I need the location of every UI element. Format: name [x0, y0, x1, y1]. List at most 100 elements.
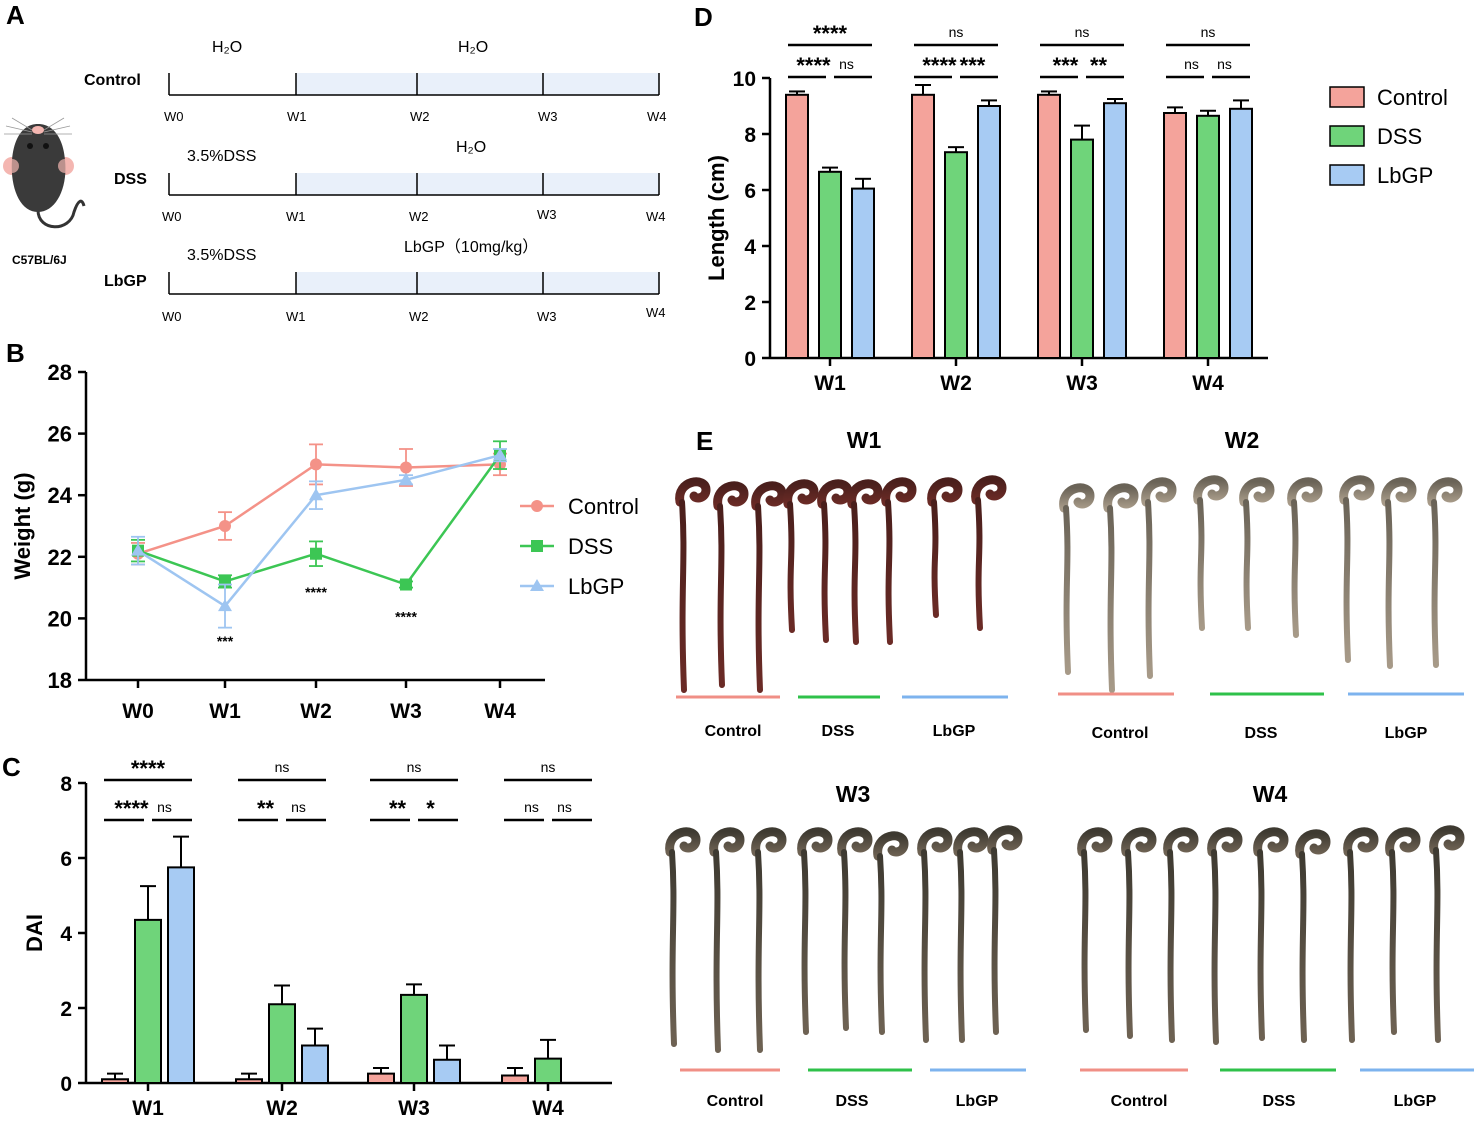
colon-specimen [847, 479, 883, 509]
panel-letter-b: B [6, 338, 25, 368]
photo-week-title: W1 [847, 427, 882, 453]
legend-swatch [1329, 86, 1365, 108]
colon-specimen [817, 479, 853, 509]
colon-specimen [1385, 827, 1421, 857]
bracket-pair-label: **** [796, 53, 831, 78]
y-tick-label: 20 [48, 606, 72, 631]
bar-dss [1196, 114, 1220, 359]
colon-specimen [877, 853, 885, 1035]
bracket-pair-label: ** [389, 796, 407, 821]
bracket-pair-label: ns [291, 799, 306, 815]
group-label: DSS [822, 723, 855, 740]
week-label: W1 [286, 209, 306, 224]
colon-specimen [1343, 827, 1379, 857]
colon-specimen [881, 477, 917, 507]
legend-label: DSS [568, 534, 613, 559]
legend-marker [530, 579, 544, 591]
phase-2-text: LbGP（10mg/kg） [404, 238, 538, 256]
panel-letter-e: E [696, 426, 713, 456]
legend-label: Control [568, 494, 639, 519]
week-label: W3 [537, 207, 557, 222]
bar-lbgp [301, 1044, 329, 1084]
week-label: W4 [646, 305, 666, 320]
colon-specimen [1063, 505, 1071, 675]
y-tick-label: 6 [60, 848, 72, 871]
colon-specimen [841, 849, 849, 1031]
colon-photo-w3: W3 Control DSS LbGP [665, 781, 1026, 1110]
x-tick-label: W2 [266, 1097, 298, 1120]
row-label: DSS [114, 171, 147, 188]
bracket-pair-label: ns [157, 799, 172, 815]
bar-lbgp [167, 866, 195, 1084]
panel-e-colon-photos: W1 Control DSS LbGP W2 Control DSS LbGP W3 Contro… [665, 427, 1474, 1110]
x-tick-label: W3 [398, 1097, 430, 1120]
data-point [218, 599, 232, 612]
group-label: DSS [836, 1093, 869, 1110]
bar-lbgp [851, 187, 875, 359]
treatment-shade [296, 73, 659, 95]
significance-label: *** [217, 633, 234, 649]
x-tick-label: W1 [209, 700, 241, 723]
row-label: LbGP [104, 273, 147, 290]
bar-control [785, 93, 809, 360]
colon-specimen [1197, 497, 1205, 631]
bar-control [911, 93, 935, 360]
y-tick-label: 0 [60, 1073, 72, 1096]
colon-photo-w4: W4 Control DSS LbGP [1077, 781, 1474, 1110]
y-axis-title: Weight (g) [10, 472, 35, 579]
colon-specimen [1287, 477, 1323, 507]
group-label: Control [1111, 1093, 1168, 1110]
colon-specimen [1427, 477, 1463, 507]
bracket-top-label: ns [541, 759, 556, 775]
colon-specimen [801, 849, 809, 1035]
data-point [400, 578, 412, 591]
bracket-top-label: ns [275, 759, 290, 775]
bar-dss [944, 151, 968, 359]
group-label: LbGP [956, 1093, 999, 1110]
photo-week-title: W3 [836, 781, 871, 807]
y-tick-label: 8 [744, 124, 756, 147]
phase-2-text: H₂O [458, 39, 488, 56]
mouse-icon [3, 117, 86, 229]
mouse-strain-label: C57BL/6J [12, 253, 67, 267]
y-tick-label: 24 [48, 483, 73, 508]
x-tick-label: W4 [532, 1097, 564, 1120]
week-label: W0 [162, 309, 182, 324]
week-label: W2 [409, 309, 429, 324]
significance-label: **** [395, 608, 417, 624]
legend-label: LbGP [1377, 163, 1433, 188]
colon-specimen [797, 827, 833, 857]
data-point [310, 458, 322, 471]
y-tick-label: 2 [60, 998, 72, 1021]
x-tick-label: W1 [814, 372, 846, 395]
legend-label: LbGP [568, 574, 624, 599]
y-tick-label: 10 [733, 68, 756, 91]
y-axis-title: Length (cm) [704, 155, 729, 281]
colon-specimen [1211, 849, 1219, 1045]
phase-1-text: H₂O [212, 39, 242, 56]
bracket-pair-label: ns [1184, 56, 1199, 72]
colon-specimen [1107, 505, 1115, 693]
colon-specimen [1299, 851, 1307, 1043]
colon-specimen [953, 827, 989, 857]
data-point [400, 461, 412, 474]
group-label: LbGP [1385, 725, 1428, 742]
bracket-pair-label: ** [257, 796, 275, 821]
bracket-top-label: ns [1075, 24, 1090, 40]
phase-1-text: 3.5%DSS [187, 148, 256, 165]
bracket-top-label: ns [1201, 24, 1216, 40]
colon-specimen [1167, 849, 1175, 1043]
y-tick-label: 6 [744, 180, 756, 203]
colon-specimen [1081, 849, 1089, 1033]
y-tick-label: 0 [744, 348, 756, 371]
colon-specimen [1253, 827, 1289, 857]
colon-specimen [713, 849, 721, 1053]
colon-specimen [1431, 499, 1439, 668]
bar-lbgp [433, 1058, 461, 1084]
colon-specimen [873, 831, 909, 861]
bracket-pair-label: ** [1090, 53, 1108, 78]
bar-dss [134, 918, 162, 1084]
week-label: W4 [647, 109, 667, 124]
